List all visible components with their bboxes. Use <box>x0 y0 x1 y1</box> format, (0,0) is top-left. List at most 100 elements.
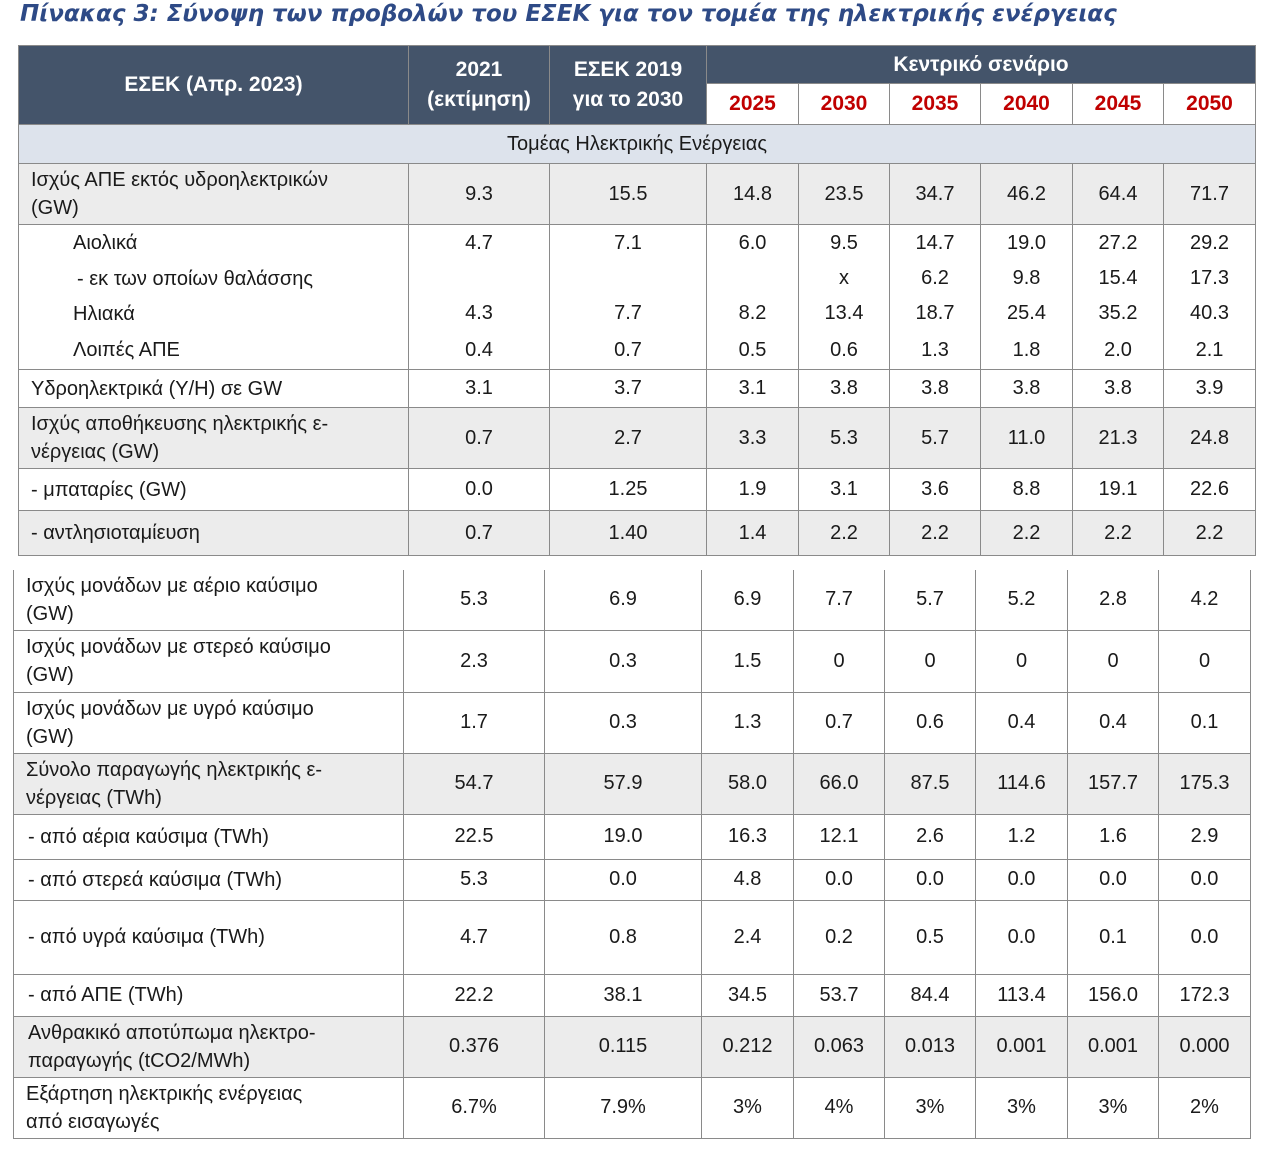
value-cell: 5.3 <box>798 407 890 469</box>
header-year: 2030 <box>798 83 890 125</box>
value-cell: 1.6 <box>1067 813 1159 860</box>
value-cell: 66.0 <box>793 752 885 815</box>
value-cell: 3.3 <box>706 407 799 469</box>
value-cell: 113.4 <box>975 973 1068 1017</box>
value-cell: 0.6 <box>884 691 976 754</box>
table-row: Ισχύς μονάδων με υγρό καύσιμο (GW) 1.7 0.3 1… <box>13 691 1251 754</box>
value-cell: 4.7 <box>403 899 545 975</box>
row-label: - από υγρά καύσιμα (TWh) <box>13 899 404 975</box>
value-cell <box>408 261 550 296</box>
value-cell: 0 <box>1067 629 1159 693</box>
value-cell: 2.6 <box>884 813 976 860</box>
value-cell: 11.0 <box>980 407 1073 469</box>
value-cell: 2.7 <box>549 407 707 469</box>
table-row: Ισχύς μονάδων με στερεό καύσιμο (GW) 2.3 0.… <box>13 629 1251 693</box>
value-cell: 53.7 <box>793 973 885 1017</box>
value-cell: 16.3 <box>701 813 794 860</box>
value-cell: 7.7 <box>549 295 707 332</box>
value-cell: 71.7 <box>1162 163 1257 225</box>
value-cell: 84.4 <box>884 973 976 1017</box>
table-row: Εξάρτηση ηλεκτρικής ενέργειας από εισαγωγ… <box>13 1076 1251 1139</box>
value-cell: 54.7 <box>403 752 545 815</box>
table-row: Ανθρακικό αποτύπωμα ηλεκτρο-παραγωγής (t… <box>13 1015 1251 1078</box>
row-label: Ισχύς ΑΠΕ εκτός υδροηλεκτρικών (GW) <box>18 163 409 225</box>
value-cell: 38.1 <box>544 973 702 1017</box>
value-cell: 1.5 <box>701 629 794 693</box>
value-cell <box>706 261 799 296</box>
table-row: Ισχύς αποθήκευσης ηλεκτρικής ε-νέργειας … <box>18 407 1257 469</box>
value-cell: 4.7 <box>408 224 550 262</box>
value-cell: 2.2 <box>1072 510 1164 556</box>
table-row: - εκ των οποίων θαλάσσης x 6.2 9.8 15.4 17.3 <box>18 261 1257 296</box>
value-cell: 3% <box>701 1076 794 1139</box>
value-cell: 4.3 <box>408 295 550 332</box>
value-cell: 40.3 <box>1162 295 1257 332</box>
value-cell: 34.5 <box>701 973 794 1017</box>
row-label: - μπαταρίες (GW) <box>18 468 409 511</box>
value-cell: 8.2 <box>706 295 799 332</box>
value-cell: 27.2 <box>1072 224 1164 262</box>
value-cell: 19.0 <box>544 813 702 860</box>
value-cell: 0.1 <box>1158 691 1251 754</box>
value-cell: 0.5 <box>884 899 976 975</box>
table-row: - από ΑΠΕ (TWh) 22.2 38.1 34.5 53.7 84.4 113.4… <box>13 973 1251 1017</box>
value-cell: 5.3 <box>403 570 545 631</box>
row-label: Λοιπές ΑΠΕ <box>18 331 409 370</box>
value-cell: 0.7 <box>793 691 885 754</box>
value-cell: 0.0 <box>975 899 1068 975</box>
value-cell: 6.2 <box>889 261 981 296</box>
value-cell: 15.4 <box>1072 261 1164 296</box>
value-cell: 4.8 <box>701 858 794 901</box>
value-cell: 0 <box>1158 629 1251 693</box>
value-cell: 2.9 <box>1158 813 1251 860</box>
value-cell: 1.8 <box>980 331 1073 370</box>
value-cell: 2% <box>1158 1076 1251 1139</box>
value-cell: 22.2 <box>403 973 545 1017</box>
value-cell: 0.7 <box>408 510 550 556</box>
row-label: - από ΑΠΕ (TWh) <box>13 973 404 1017</box>
value-cell: 0.0 <box>793 858 885 901</box>
table-row: Αιολικά 4.7 7.1 6.0 9.5 14.7 19.0 27.2 29.2 <box>18 224 1257 262</box>
row-label: Εξάρτηση ηλεκτρικής ενέργειας από εισαγωγ… <box>13 1076 404 1139</box>
value-cell: 2.3 <box>403 629 545 693</box>
table-row: Λοιπές ΑΠΕ 0.4 0.7 0.5 0.6 1.3 1.8 2.0 2.1 <box>18 331 1257 370</box>
value-cell: 5.7 <box>884 570 976 631</box>
value-cell: 23.5 <box>798 163 890 225</box>
value-cell: 19.0 <box>980 224 1073 262</box>
value-cell: 1.3 <box>701 691 794 754</box>
table-row: Ισχύς ΑΠΕ εκτός υδροηλεκτρικών (GW) 9.3 15.… <box>18 163 1257 225</box>
value-cell: 3.1 <box>706 369 799 408</box>
value-cell: 1.4 <box>706 510 799 556</box>
value-cell: 0.3 <box>544 691 702 754</box>
value-cell: 1.40 <box>549 510 707 556</box>
value-cell: 3.8 <box>889 369 981 408</box>
header-esek-2019: ΕΣΕΚ 2019 για το 2030 <box>549 45 707 125</box>
value-cell: 22.5 <box>403 813 545 860</box>
value-cell: 46.2 <box>980 163 1073 225</box>
value-cell: 0.5 <box>706 331 799 370</box>
value-cell: 2.1 <box>1162 331 1257 370</box>
projections-table-top: ΕΣΕΚ (Απρ. 2023) 2021 (εκτίμηση) ΕΣΕΚ 201… <box>17 45 1257 556</box>
value-cell: 6.7% <box>403 1076 545 1139</box>
value-cell: 2.2 <box>980 510 1073 556</box>
value-cell: 2.4 <box>701 899 794 975</box>
value-cell: 3.1 <box>408 369 550 408</box>
table-row: - από υγρά καύσιμα (TWh) 4.7 0.8 2.4 0.2 0.5 0… <box>13 899 1251 975</box>
value-cell: 156.0 <box>1067 973 1159 1017</box>
value-cell: 7.9% <box>544 1076 702 1139</box>
value-cell: 19.1 <box>1072 468 1164 511</box>
value-cell: 1.7 <box>403 691 545 754</box>
value-cell: 9.5 <box>798 224 890 262</box>
value-cell: 0.3 <box>544 629 702 693</box>
header-scenario: Κεντρικό σενάριο <box>705 45 1257 84</box>
value-cell: 0.0 <box>1158 858 1251 901</box>
row-label: Ισχύς μονάδων με αέριο καύσιμο (GW) <box>13 570 404 631</box>
row-label: Ισχύς μονάδων με στερεό καύσιμο (GW) <box>13 629 404 693</box>
row-label: Ανθρακικό αποτύπωμα ηλεκτρο-παραγωγής (t… <box>13 1015 404 1078</box>
value-cell: 0.0 <box>408 468 550 511</box>
table-row: - αντλησιοταμίευση 0.7 1.40 1.4 2.2 2.2 2.2 2.2… <box>18 510 1257 556</box>
table-row: Υδροηλεκτρικά (Υ/Η) σε GW 3.1 3.7 3.1 3.8 3.8… <box>18 369 1257 408</box>
table-row: - μπαταρίες (GW) 0.0 1.25 1.9 3.1 3.6 8.8 19.1 2… <box>18 468 1257 511</box>
value-cell: 2.2 <box>889 510 981 556</box>
row-label: - από στερεά καύσιμα (TWh) <box>13 858 404 901</box>
